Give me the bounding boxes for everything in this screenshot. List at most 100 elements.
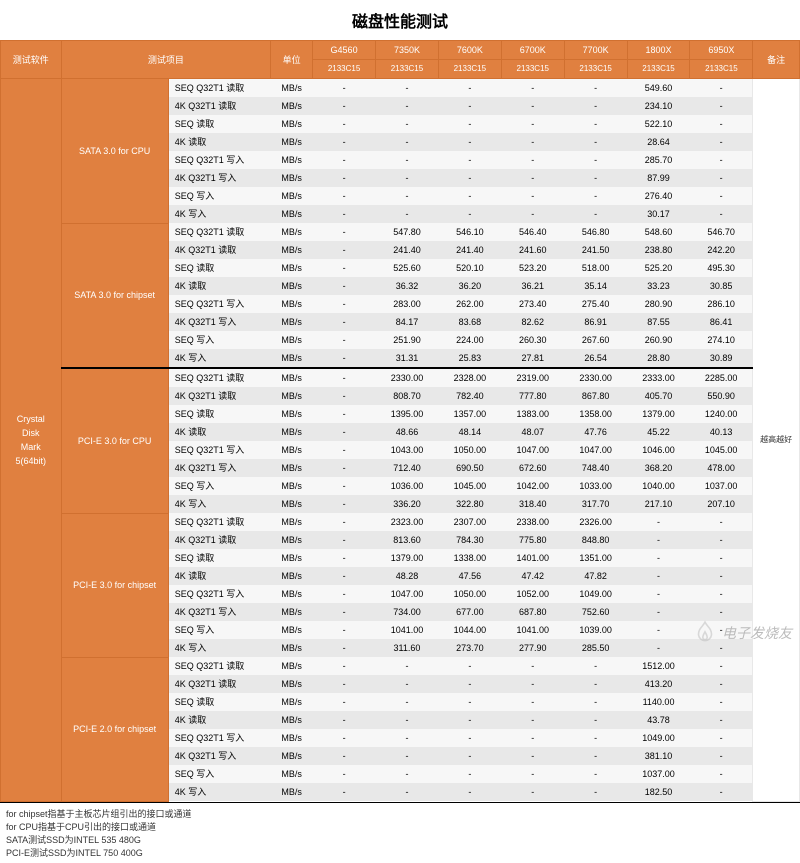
value-cell: 2330.00 bbox=[564, 368, 627, 387]
value-cell: - bbox=[313, 115, 376, 133]
value-cell: - bbox=[564, 729, 627, 747]
value-cell: 2285.00 bbox=[690, 368, 753, 387]
value-cell: 1037.00 bbox=[690, 477, 753, 495]
value-cell: 1050.00 bbox=[438, 585, 501, 603]
value-cell: 784.30 bbox=[438, 531, 501, 549]
value-cell: 2326.00 bbox=[564, 513, 627, 531]
value-cell: - bbox=[690, 693, 753, 711]
value-cell: - bbox=[376, 783, 439, 801]
value-cell: - bbox=[313, 151, 376, 169]
value-cell: - bbox=[313, 495, 376, 513]
value-cell: 28.80 bbox=[627, 349, 690, 368]
value-cell: - bbox=[438, 97, 501, 115]
item-cell: SEQ 写入 bbox=[168, 621, 271, 639]
value-cell: - bbox=[690, 675, 753, 693]
value-cell: 241.40 bbox=[376, 241, 439, 259]
value-cell: 518.00 bbox=[564, 259, 627, 277]
unit-cell: MB/s bbox=[271, 368, 313, 387]
value-cell: 25.83 bbox=[438, 349, 501, 368]
unit-cell: MB/s bbox=[271, 259, 313, 277]
value-cell: - bbox=[501, 657, 564, 675]
group-cell: PCI-E 3.0 for chipset bbox=[61, 513, 168, 657]
value-cell: 280.90 bbox=[627, 295, 690, 313]
table-row: PCI-E 2.0 for chipsetSEQ Q32T1 读取MB/s---… bbox=[1, 657, 800, 675]
table-body: Crystal Disk Mark 5(64bit)SATA 3.0 for C… bbox=[1, 79, 800, 802]
value-cell: - bbox=[627, 621, 690, 639]
value-cell: - bbox=[690, 765, 753, 783]
table-row: PCI-E 3.0 for chipsetSEQ Q32T1 读取MB/s-23… bbox=[1, 513, 800, 531]
value-cell: 495.30 bbox=[690, 259, 753, 277]
unit-cell: MB/s bbox=[271, 495, 313, 513]
value-cell: - bbox=[313, 603, 376, 621]
value-cell: 87.99 bbox=[627, 169, 690, 187]
value-cell: 182.50 bbox=[627, 783, 690, 801]
unit-cell: MB/s bbox=[271, 277, 313, 295]
value-cell: 277.90 bbox=[501, 639, 564, 657]
value-cell: 1401.00 bbox=[501, 549, 564, 567]
value-cell: 1379.00 bbox=[627, 405, 690, 423]
table-row: Crystal Disk Mark 5(64bit)SATA 3.0 for C… bbox=[1, 79, 800, 98]
item-cell: SEQ 读取 bbox=[168, 693, 271, 711]
value-cell: - bbox=[313, 783, 376, 801]
value-cell: - bbox=[690, 531, 753, 549]
item-cell: SEQ 写入 bbox=[168, 765, 271, 783]
value-cell: 672.60 bbox=[501, 459, 564, 477]
value-cell: 260.30 bbox=[501, 331, 564, 349]
value-cell: - bbox=[313, 331, 376, 349]
item-cell: 4K 读取 bbox=[168, 423, 271, 441]
value-cell: - bbox=[690, 169, 753, 187]
value-cell: 318.40 bbox=[501, 495, 564, 513]
value-cell: - bbox=[627, 531, 690, 549]
item-cell: 4K 读取 bbox=[168, 711, 271, 729]
value-cell: - bbox=[313, 295, 376, 313]
unit-cell: MB/s bbox=[271, 477, 313, 495]
value-cell: - bbox=[376, 169, 439, 187]
value-cell: 413.20 bbox=[627, 675, 690, 693]
value-cell: - bbox=[313, 513, 376, 531]
value-cell: - bbox=[564, 783, 627, 801]
footer-line: SATA测试SSD为INTEL 535 480G bbox=[6, 833, 794, 846]
value-cell: 84.17 bbox=[376, 313, 439, 331]
unit-cell: MB/s bbox=[271, 405, 313, 423]
value-cell: 1040.00 bbox=[627, 477, 690, 495]
value-cell: 478.00 bbox=[690, 459, 753, 477]
value-cell: 523.20 bbox=[501, 259, 564, 277]
value-cell: 285.50 bbox=[564, 639, 627, 657]
footer-notes: for chipset指基于主板芯片组引出的接口或通道 for CPU指基于CP… bbox=[0, 802, 800, 863]
header-software: 测试软件 bbox=[1, 41, 62, 79]
value-cell: 381.10 bbox=[627, 747, 690, 765]
group-cell: SATA 3.0 for CPU bbox=[61, 79, 168, 224]
page-title: 磁盘性能测试 bbox=[0, 0, 800, 40]
item-cell: SEQ Q32T1 写入 bbox=[168, 441, 271, 459]
value-cell: - bbox=[376, 711, 439, 729]
value-cell: 525.20 bbox=[627, 259, 690, 277]
value-cell: 86.41 bbox=[690, 313, 753, 331]
value-cell: 30.85 bbox=[690, 277, 753, 295]
value-cell: 525.60 bbox=[376, 259, 439, 277]
footer-line: PCI-E测试SSD为INTEL 750 400G bbox=[6, 846, 794, 859]
item-cell: SEQ Q32T1 读取 bbox=[168, 79, 271, 98]
value-cell: 734.00 bbox=[376, 603, 439, 621]
value-cell: - bbox=[690, 783, 753, 801]
value-cell: - bbox=[313, 387, 376, 405]
value-cell: - bbox=[564, 675, 627, 693]
value-cell: 1039.00 bbox=[564, 621, 627, 639]
unit-cell: MB/s bbox=[271, 223, 313, 241]
unit-cell: MB/s bbox=[271, 585, 313, 603]
value-cell: - bbox=[690, 205, 753, 223]
value-cell: - bbox=[376, 729, 439, 747]
value-cell: - bbox=[313, 205, 376, 223]
value-cell: 322.80 bbox=[438, 495, 501, 513]
value-cell: - bbox=[501, 747, 564, 765]
value-cell: - bbox=[627, 585, 690, 603]
value-cell: - bbox=[376, 747, 439, 765]
value-cell: - bbox=[438, 151, 501, 169]
value-cell: - bbox=[313, 368, 376, 387]
item-cell: 4K 写入 bbox=[168, 495, 271, 513]
value-cell: 550.90 bbox=[690, 387, 753, 405]
value-cell: 1351.00 bbox=[564, 549, 627, 567]
value-cell: - bbox=[438, 711, 501, 729]
group-cell: PCI-E 2.0 for chipset bbox=[61, 657, 168, 801]
value-cell: 30.17 bbox=[627, 205, 690, 223]
value-cell: 1044.00 bbox=[438, 621, 501, 639]
